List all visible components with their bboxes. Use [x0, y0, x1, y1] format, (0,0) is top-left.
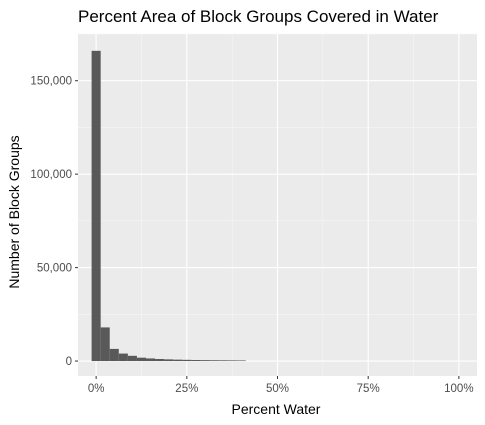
- x-tick-label: 25%: [175, 383, 198, 395]
- histogram-bar: [182, 359, 192, 362]
- histogram-bar: [127, 355, 137, 362]
- histogram-bar: [136, 357, 147, 362]
- histogram-bar: [218, 360, 228, 362]
- y-tick-label: 50,000: [37, 263, 72, 275]
- x-tick-label: 0%: [88, 383, 105, 395]
- histogram-bar: [109, 348, 119, 362]
- histogram-bar: [236, 360, 246, 362]
- y-tick-label: 0: [66, 356, 72, 368]
- histogram-bar: [164, 359, 174, 362]
- histogram-bar: [191, 360, 201, 362]
- x-tick-label: 100%: [444, 383, 473, 395]
- histogram-bar: [146, 358, 156, 362]
- x-axis-title: Percent Water: [232, 401, 321, 417]
- y-axis: 0 50,000 100,000 150,000: [30, 76, 78, 368]
- histogram-bar: [100, 327, 110, 362]
- y-tick-label: 150,000: [30, 76, 72, 88]
- histogram-bar: [91, 50, 101, 362]
- y-tick-label: 100,000: [30, 169, 72, 181]
- histogram-bar: [209, 360, 219, 362]
- histogram-bar: [118, 353, 128, 362]
- y-axis-title: Number of Block Groups: [6, 135, 22, 288]
- histogram-bars: [91, 50, 246, 362]
- x-tick-label: 75%: [357, 383, 380, 395]
- x-axis: 0% 25% 50% 75% 100%: [88, 376, 474, 395]
- chart-title: Percent Area of Block Groups Covered in …: [78, 7, 439, 26]
- histogram-bar: [155, 358, 165, 362]
- histogram-bar: [200, 360, 210, 362]
- histogram-bar: [173, 359, 183, 362]
- histogram-bar: [227, 360, 237, 362]
- x-tick-label: 50%: [266, 383, 289, 395]
